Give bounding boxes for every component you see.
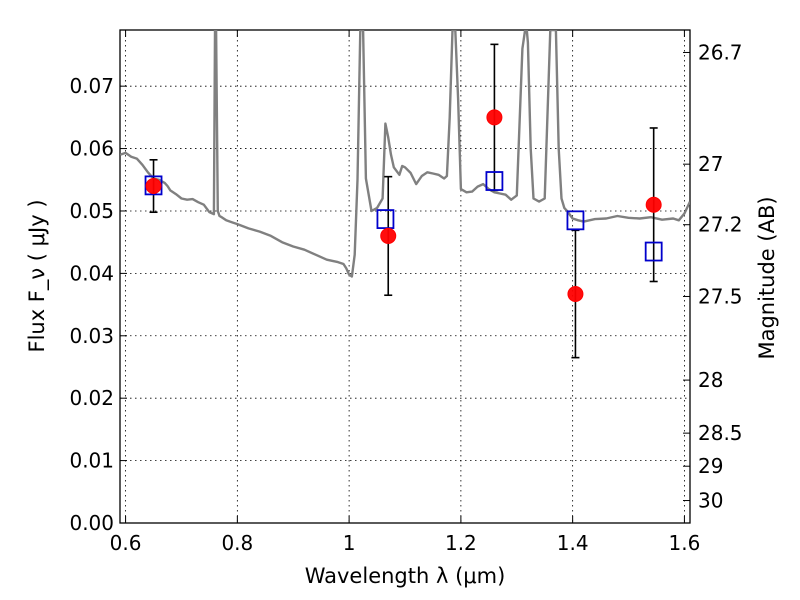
x-tick-label: 1.4: [557, 531, 589, 555]
spectrum-line: [120, 30, 690, 278]
model-point-square: [144, 175, 163, 196]
error-bars: [149, 43, 658, 359]
y-tick-label: 0.05: [69, 199, 114, 223]
axis-ticks: [120, 30, 690, 524]
model-point-square: [644, 241, 663, 262]
observed-points: [145, 109, 662, 302]
model-point-square: [485, 171, 504, 191]
y-tick-label: 0.01: [69, 449, 114, 473]
x-tick-labels: 0.6 0.8 1 1.2 1.4 1.6: [110, 531, 701, 555]
y-tick-label: 0.04: [69, 261, 114, 285]
plot-frame: [119, 29, 691, 524]
y-axis-title: Flux F_ν ( μJy ): [25, 199, 50, 352]
mag-tick-label: 28: [698, 368, 723, 392]
mag-tick-label: 28.5: [698, 421, 743, 445]
observed-point: [145, 178, 162, 195]
grid: [120, 30, 690, 524]
x-axis-title: Wavelength λ (μm): [305, 564, 506, 588]
observed-point: [567, 285, 584, 302]
x-tick-label: 0.8: [221, 531, 253, 555]
x-tick-label: 0.6: [110, 531, 142, 555]
magnitude-tick-labels: 26.7 27 27.2 27.5 28 28.5 29 30: [698, 40, 743, 512]
y-tick-label: 0.03: [69, 324, 114, 348]
mag-tick-label: 27.5: [698, 284, 743, 308]
x-tick-label: 1.6: [669, 531, 701, 555]
mag-tick-label: 27: [698, 152, 723, 176]
y-axis-title-right: Magnitude (AB): [755, 196, 779, 359]
model-points: [144, 171, 663, 262]
y-tick-label: 0.00: [69, 511, 114, 535]
mag-tick-label: 27.2: [698, 213, 743, 237]
x-tick-label: 1: [343, 531, 356, 555]
model-point-square: [566, 210, 585, 231]
mag-tick-label: 29: [698, 454, 723, 478]
spectrum-series: [120, 30, 690, 278]
model-point-square: [376, 209, 395, 229]
observed-point: [380, 227, 397, 244]
x-tick-label: 1.2: [445, 531, 477, 555]
mag-tick-label: 30: [698, 489, 723, 513]
mag-tick-label: 26.7: [698, 40, 743, 64]
y-tick-label: 0.06: [69, 137, 114, 161]
y-tick-label: 0.02: [69, 386, 114, 410]
y-tick-label: 0.07: [69, 74, 114, 98]
y-tick-labels: 0.00 0.01 0.02 0.03 0.04 0.05 0.06 0.07: [69, 74, 114, 535]
observed-point: [645, 196, 662, 213]
observed-point: [486, 109, 503, 126]
